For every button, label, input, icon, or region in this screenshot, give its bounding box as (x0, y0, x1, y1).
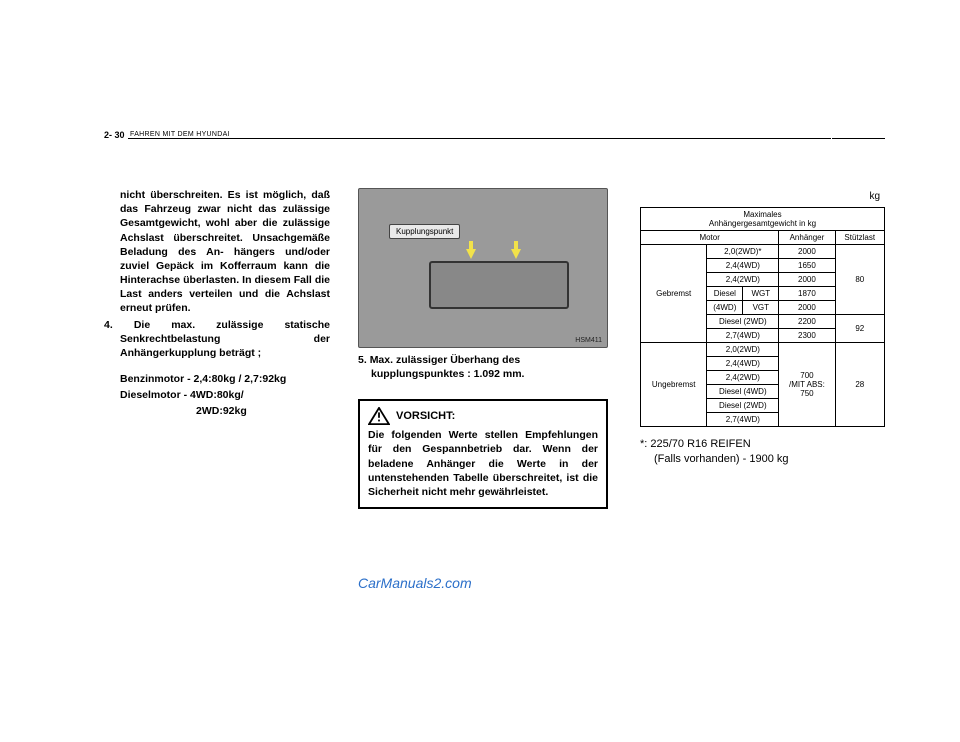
table-row: Motor Anhänger Stützlast (641, 231, 885, 245)
cell-trailer: 1650 (779, 259, 835, 273)
head-top-1: Maximales (743, 210, 781, 219)
cell-motor: 2,7(4WD) (707, 413, 779, 427)
ut1: 700 (800, 371, 813, 380)
cell-trailer: 1870 (779, 287, 835, 301)
cell-motor-split: Diesel WGT (707, 287, 779, 301)
table-head-top: Maximales Anhängergesamtgewicht in kg (641, 208, 885, 231)
coupling-label: Kupplungspunkt (389, 224, 460, 239)
section-title: FAHREN MIT DEM HYUNDAI (130, 131, 230, 138)
column-2: Kupplungspunkt HSM411 5. Max. zulässiger… (358, 188, 608, 509)
cell-motor-b: VGT (743, 301, 779, 314)
table-row: Gebremst 2,0(2WD)* 2000 80 (641, 245, 885, 259)
diesel-sub2: 2WD:92kg (120, 404, 330, 418)
cell-motor: 2,4(4WD) (707, 259, 779, 273)
footnote-line2: (Falls vorhanden) - 1900 kg (640, 452, 885, 467)
cell-trailer: 2000 (779, 301, 835, 315)
column-3: Maximales Anhängergesamtgewicht in kg Mo… (640, 207, 885, 467)
cell-motor: 2,4(4WD) (707, 357, 779, 371)
cell-trailer: 2200 (779, 315, 835, 329)
ut3: 750 (800, 389, 813, 398)
cell-motor: Diesel (2WD) (707, 315, 779, 329)
warning-title: VORSICHT: (396, 410, 455, 422)
item-4-num: 4. (104, 319, 113, 331)
arrow-icon-1 (466, 249, 476, 259)
para-achslast: nicht überschreiten. Es ist möglich, daß… (104, 188, 330, 316)
unit-label: kg (869, 191, 880, 202)
col-trailer: Anhänger (779, 231, 835, 245)
cell-motor: 2,0(2WD)* (707, 245, 779, 259)
column-1: nicht überschreiten. Es ist möglich, daß… (104, 188, 330, 421)
warning-body: Die folgenden Werte stellen Empfehlungen… (368, 428, 598, 499)
coupling-illustration: Kupplungspunkt HSM411 (358, 188, 608, 348)
footnote-line1: *: 225/70 R16 REIFEN (640, 437, 885, 452)
cell-motor: Diesel (2WD) (707, 399, 779, 413)
cell-tongue-80: 80 (835, 245, 884, 315)
ut2: /MIT ABS: (789, 380, 825, 389)
diesel-sub1: 4WD:80kg/ (190, 389, 244, 401)
cell-trailer: 2000 (779, 273, 835, 287)
engine-specs: Benzinmotor - 2,4:80kg / 2,7:92kg Diesel… (104, 372, 330, 419)
col-tongue: Stützlast (835, 231, 884, 245)
bracket-shape (429, 261, 569, 309)
cell-motor-a: Diesel (707, 287, 743, 300)
caption-5-num: 5. (358, 354, 367, 366)
arrow-icon-2 (511, 249, 521, 259)
col-motor: Motor (641, 231, 779, 245)
cell-motor: 2,0(2WD) (707, 343, 779, 357)
cell-tongue-92: 92 (835, 315, 884, 343)
cell-motor: 2,4(2WD) (707, 273, 779, 287)
diesel-line: Dieselmotor - 4WD:80kg/ (120, 388, 330, 402)
diesel-label: Dieselmotor - (120, 389, 190, 401)
table-row: Maximales Anhängergesamtgewicht in kg (641, 208, 885, 231)
page-root: 2- 30 FAHREN MIT DEM HYUNDAI kg nicht üb… (0, 0, 960, 742)
cell-trailer: 2000 (779, 245, 835, 259)
braked-label: Gebremst (641, 245, 707, 343)
para-achslast-text: nicht überschreiten. Es ist möglich, daß… (120, 188, 330, 316)
cell-motor-a: (4WD) (707, 301, 743, 314)
caption-5: 5. Max. zulässiger Überhang des kupplung… (358, 354, 608, 381)
header-rule-right (832, 138, 885, 139)
item-4-line: 4. Die max. zulässige statische Senkrech… (104, 318, 330, 361)
cell-motor: 2,7(4WD) (707, 329, 779, 343)
warning-box: VORSICHT: Die folgenden Werte stellen Em… (358, 399, 608, 509)
item-4: 4. Die max. zulässige statische Senkrech… (104, 318, 330, 361)
head-top-2: Anhängergesamtgewicht in kg (709, 219, 816, 228)
cell-motor-split: (4WD) VGT (707, 301, 779, 315)
cell-unbraked-trailer: 700 /MIT ABS: 750 (779, 343, 835, 427)
header-rule-left (128, 138, 831, 139)
weights-table: Maximales Anhängergesamtgewicht in kg Mo… (640, 207, 885, 427)
warning-header: VORSICHT: (368, 407, 598, 425)
cell-trailer: 2300 (779, 329, 835, 343)
item-4-text: Die max. zulässige statische Senkrechtbe… (120, 319, 330, 359)
page-number: 2- 30 (104, 130, 125, 140)
cell-tongue-28: 28 (835, 343, 884, 427)
cell-motor: Diesel (4WD) (707, 385, 779, 399)
benzin-line: Benzinmotor - 2,4:80kg / 2,7:92kg (120, 372, 330, 386)
unbraked-label: Ungebremst (641, 343, 707, 427)
caption-5-text: Max. zulässiger Überhang des kupplungspu… (370, 354, 525, 380)
warning-icon (368, 407, 390, 425)
cell-motor-b: WGT (743, 287, 779, 300)
table-row: Ungebremst 2,0(2WD) 700 /MIT ABS: 750 28 (641, 343, 885, 357)
illustration-code: HSM411 (575, 337, 602, 344)
footnote: *: 225/70 R16 REIFEN (Falls vorhanden) -… (640, 437, 885, 467)
watermark: CarManuals2.com (358, 575, 472, 591)
cell-motor: 2,4(2WD) (707, 371, 779, 385)
